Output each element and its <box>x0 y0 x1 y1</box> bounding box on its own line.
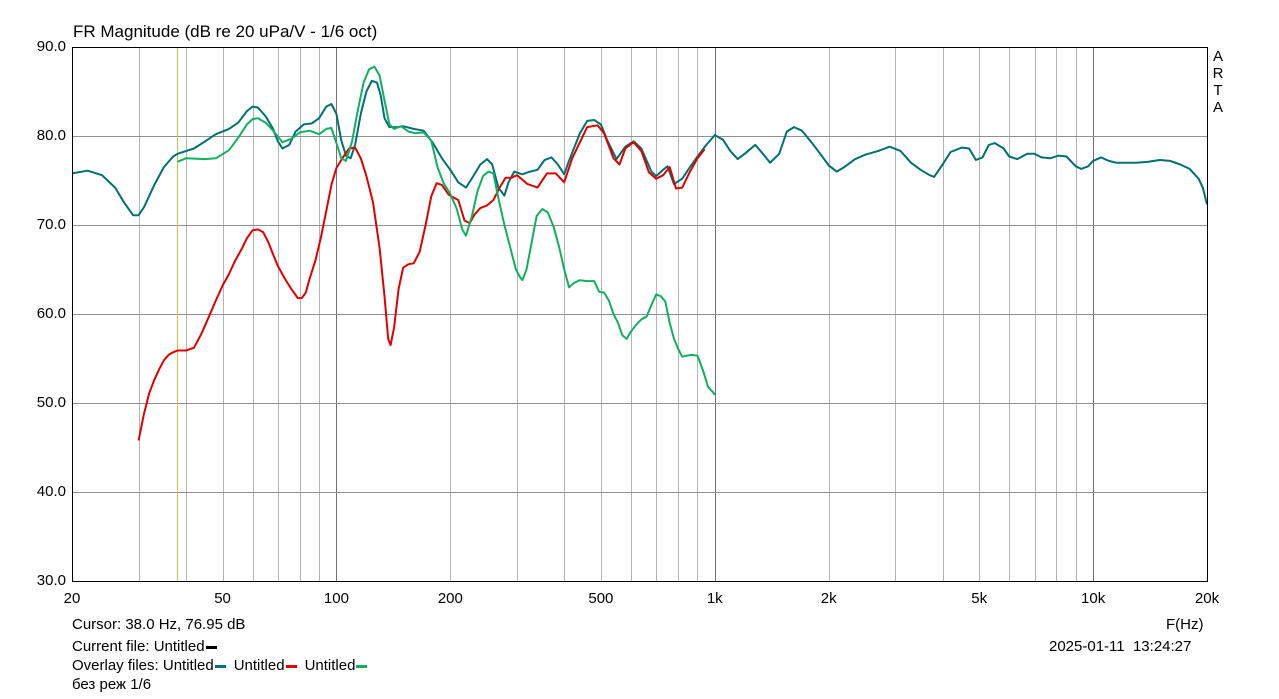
overlay-file-2-label: Untitled <box>233 657 285 674</box>
overlay-file-3-label: Untitled <box>304 657 356 674</box>
time: 13:24:27 <box>1132 638 1192 655</box>
overlay-file-2-swatch <box>285 664 297 668</box>
x-axis-label: F(Hz) <box>1166 616 1204 633</box>
x-tick-label: 10k <box>1081 590 1106 607</box>
y-tick-label: 90.0 <box>36 38 66 55</box>
overlay-file-1-label: Overlay files: Untitled <box>72 657 214 674</box>
y-tick-label: 80.0 <box>36 127 66 144</box>
date: 2025-01-11 <box>1049 638 1125 655</box>
current-file: Current file: Untitled <box>72 638 225 655</box>
x-tick-label: 5k <box>971 590 988 607</box>
x-tick-label: 2k <box>820 590 837 607</box>
current-file-label: Current file: Untitled <box>72 638 205 655</box>
overlay-file-3-swatch <box>356 664 368 668</box>
series-layer <box>71 65 1208 441</box>
plot-frame <box>72 47 1208 582</box>
series-line-3 <box>177 65 716 396</box>
timestamp: 2025-01-11 13:24:27 <box>1049 638 1191 655</box>
grid <box>72 47 1207 581</box>
cursor-readout: Cursor: 38.0 Hz, 76.95 dB <box>72 616 246 633</box>
y-tick-label: 70.0 <box>36 216 66 233</box>
x-tick-label: 200 <box>437 590 463 607</box>
x-tick-label: 100 <box>323 590 349 607</box>
x-tick-label: 20 <box>63 590 81 607</box>
y-tick-label: 30.0 <box>36 572 66 589</box>
note-text: без реж 1/6 <box>72 676 152 693</box>
chart-title: FR Magnitude (dB re 20 uPa/V - 1/6 oct) <box>73 22 378 41</box>
overlay-files: Overlay files: Untitled Untitled Untitled <box>72 657 375 674</box>
x-tick-label: 500 <box>588 590 614 607</box>
x-tick-label: 1k <box>706 590 723 607</box>
current-file-swatch <box>205 645 217 649</box>
y-tick-label: 50.0 <box>36 394 66 411</box>
x-tick-label: 20k <box>1194 590 1220 607</box>
x-tick-label: 50 <box>214 590 231 607</box>
y-tick-label: 60.0 <box>36 305 66 322</box>
y-tick-label: 40.0 <box>36 483 66 500</box>
series-line-2 <box>137 124 706 441</box>
overlay-file-1-swatch <box>214 664 226 668</box>
